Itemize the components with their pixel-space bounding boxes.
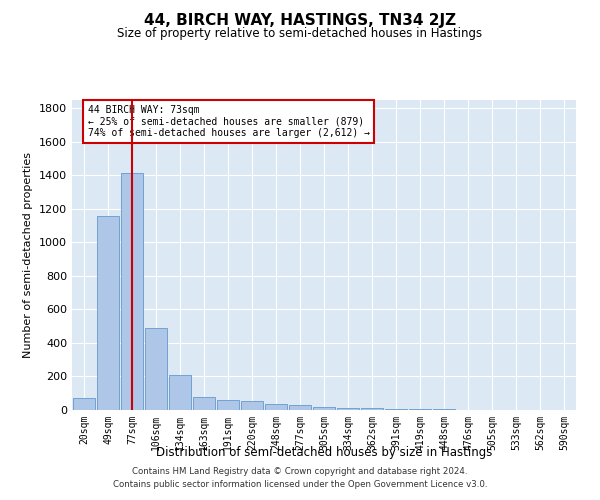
Bar	[241, 401, 263, 410]
Text: 44 BIRCH WAY: 73sqm
← 25% of semi-detached houses are smaller (879)
74% of semi-: 44 BIRCH WAY: 73sqm ← 25% of semi-detach…	[88, 105, 370, 138]
Bar	[265, 404, 287, 410]
Bar	[145, 328, 167, 410]
Bar	[193, 398, 215, 410]
Text: Distribution of semi-detached houses by size in Hastings: Distribution of semi-detached houses by …	[156, 446, 492, 459]
Y-axis label: Number of semi-detached properties: Number of semi-detached properties	[23, 152, 34, 358]
Bar	[73, 398, 95, 410]
Bar	[169, 375, 191, 410]
Bar	[409, 409, 431, 410]
Bar	[97, 216, 119, 410]
Text: Size of property relative to semi-detached houses in Hastings: Size of property relative to semi-detach…	[118, 28, 482, 40]
Bar	[121, 173, 143, 410]
Bar	[217, 400, 239, 410]
Bar	[361, 408, 383, 410]
Bar	[313, 406, 335, 410]
Text: 44, BIRCH WAY, HASTINGS, TN34 2JZ: 44, BIRCH WAY, HASTINGS, TN34 2JZ	[144, 12, 456, 28]
Text: Contains HM Land Registry data © Crown copyright and database right 2024.
Contai: Contains HM Land Registry data © Crown c…	[113, 467, 487, 489]
Bar	[385, 409, 407, 410]
Bar	[289, 406, 311, 410]
Bar	[337, 408, 359, 410]
